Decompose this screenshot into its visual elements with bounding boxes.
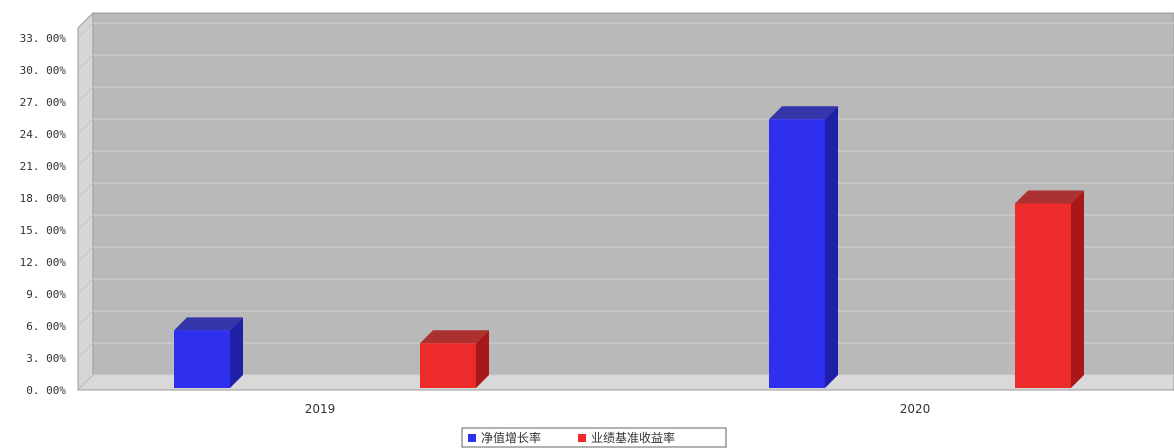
gridline-wall <box>77 54 94 71</box>
gridline-wall <box>77 246 94 263</box>
bars <box>174 106 1084 388</box>
y-tick-label: 15. 00% <box>20 224 67 237</box>
bar-front <box>420 343 476 388</box>
gridline-wall <box>77 118 94 135</box>
bar-2020-1 <box>1015 190 1084 388</box>
bar-side <box>230 317 243 388</box>
bar-2019-1 <box>420 330 489 388</box>
bar-top <box>420 330 489 344</box>
bar-front <box>769 119 825 388</box>
y-tick-label: 18. 00% <box>20 192 67 205</box>
gridlines <box>77 22 1174 391</box>
legend-label: 净值增长率 <box>481 430 541 445</box>
y-tick-label: 24. 00% <box>20 128 67 141</box>
bar-top <box>1015 190 1084 204</box>
x-category-label: 2019 <box>305 402 336 416</box>
x-axis-categories: 2019 2020 <box>305 402 931 416</box>
y-tick-label: 9. 00% <box>26 288 66 301</box>
gridline-wall <box>77 310 94 327</box>
y-tick-label: 12. 00% <box>20 256 67 269</box>
legend-box <box>461 427 727 448</box>
gridline-wall <box>77 150 94 167</box>
bar-side <box>476 330 489 388</box>
y-tick-label: 0. 00% <box>26 384 66 397</box>
legend-swatch <box>578 434 586 442</box>
y-axis-ticks: 0. 00% 3. 00% 6. 00% 9. 00% 12. 00% 15. 00% 18… <box>20 32 67 397</box>
bar-2019-0 <box>174 317 243 388</box>
y-tick-label: 33. 00% <box>20 32 67 45</box>
plot-back-wall <box>92 12 1174 376</box>
y-tick-label: 6. 00% <box>26 320 66 333</box>
bar-2020-0 <box>769 106 838 388</box>
gridline-wall <box>77 342 94 359</box>
legend-swatch <box>468 434 476 442</box>
gridline-wall <box>77 182 94 199</box>
plot-left-wall <box>77 11 94 392</box>
y-tick-label: 21. 00% <box>20 160 67 173</box>
bar-side <box>825 106 838 388</box>
y-tick-label: 30. 00% <box>20 64 67 77</box>
bar-top <box>769 106 838 120</box>
gridline-wall <box>77 22 94 39</box>
bar-side <box>1071 190 1084 388</box>
legend-label: 业绩基准收益率 <box>591 430 675 445</box>
gridline-wall <box>77 278 94 295</box>
gridline-wall <box>77 86 94 103</box>
bar-front <box>1015 203 1071 388</box>
gridline-wall <box>77 374 94 391</box>
gridline-wall <box>77 214 94 231</box>
legend: 净值增长率 业绩基准收益率 <box>461 427 727 448</box>
plot-floor <box>76 374 1174 391</box>
bar-front <box>174 330 230 388</box>
y-tick-label: 3. 00% <box>26 352 66 365</box>
y-tick-label: 27. 00% <box>20 96 67 109</box>
bar-top <box>174 317 243 331</box>
x-category-label: 2020 <box>900 402 931 416</box>
